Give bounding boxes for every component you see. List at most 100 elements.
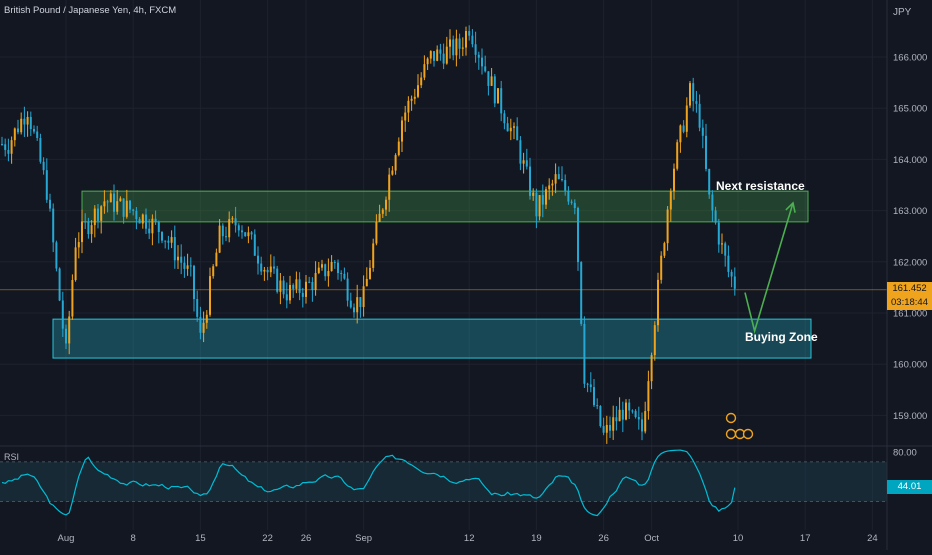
candle-body bbox=[676, 142, 679, 169]
projection-path bbox=[744, 202, 794, 334]
candle-body bbox=[663, 243, 666, 256]
y-tick-label: 163.000 bbox=[893, 206, 927, 217]
candle-body bbox=[109, 193, 112, 203]
candle-body bbox=[724, 243, 727, 256]
candle-body bbox=[532, 192, 535, 196]
candle-body bbox=[519, 140, 522, 164]
candle-body bbox=[522, 160, 525, 164]
candle-body bbox=[641, 419, 643, 432]
candle-body bbox=[589, 384, 592, 388]
x-tick-label: Oct bbox=[644, 533, 659, 544]
candle-body bbox=[679, 125, 682, 143]
candle-body bbox=[529, 166, 531, 196]
candle-body bbox=[474, 44, 477, 55]
rsi-value-label: 44.01 bbox=[887, 480, 932, 494]
candle-body bbox=[305, 281, 307, 297]
candle-body bbox=[573, 202, 576, 209]
candle-body bbox=[253, 234, 256, 256]
candle-body bbox=[215, 252, 218, 267]
candle-body bbox=[97, 208, 99, 221]
projection bbox=[725, 201, 796, 440]
last-price-value: 161.452 bbox=[892, 283, 927, 294]
candle-body bbox=[228, 219, 231, 238]
candle-body bbox=[628, 402, 631, 411]
candle-body bbox=[730, 271, 733, 277]
candle-body bbox=[570, 201, 573, 203]
candle-body bbox=[586, 383, 589, 385]
candle-body bbox=[20, 118, 23, 133]
resistance-annotation: Next resistance bbox=[716, 179, 805, 193]
candle-body bbox=[378, 213, 381, 222]
symbol-title[interactable]: British Pound / Japanese Yen, 4h, FXCM bbox=[4, 5, 177, 16]
event-marker-icon bbox=[725, 428, 737, 440]
candle-body bbox=[564, 180, 567, 191]
candle-body bbox=[17, 128, 19, 133]
candle-body bbox=[647, 381, 650, 412]
candle-body bbox=[493, 76, 496, 104]
candle-body bbox=[202, 322, 205, 333]
candle-body bbox=[429, 51, 432, 59]
candle-body bbox=[484, 66, 487, 72]
candle-body bbox=[164, 240, 167, 242]
candle-body bbox=[612, 417, 615, 431]
candle-body bbox=[52, 208, 55, 243]
candle-body bbox=[282, 280, 285, 295]
candle-body bbox=[263, 269, 266, 272]
candle-body bbox=[186, 265, 189, 269]
candle-body bbox=[29, 116, 32, 130]
candle-body bbox=[410, 98, 413, 101]
candle-body bbox=[241, 230, 243, 233]
x-tick-label: 26 bbox=[301, 533, 312, 544]
candle-body bbox=[513, 126, 515, 128]
candle-body bbox=[401, 120, 403, 142]
candle-body bbox=[154, 218, 157, 222]
candle-body bbox=[701, 127, 704, 136]
candle-body bbox=[333, 262, 336, 264]
candle-body bbox=[55, 242, 58, 269]
candle-body bbox=[644, 411, 647, 432]
candle-body bbox=[308, 281, 311, 283]
candle-body bbox=[714, 210, 717, 223]
candle-body bbox=[113, 193, 115, 212]
candle-body bbox=[106, 201, 109, 203]
candle-body bbox=[317, 267, 320, 274]
candle-body bbox=[388, 174, 391, 200]
candle-body bbox=[692, 83, 695, 102]
bar-countdown: 03:18:44 bbox=[891, 297, 928, 308]
candle-body bbox=[257, 255, 259, 264]
candle-body bbox=[148, 228, 151, 234]
candle-body bbox=[417, 85, 419, 97]
candle-body bbox=[93, 208, 96, 226]
x-tick-label: 17 bbox=[800, 533, 811, 544]
candle-body bbox=[436, 49, 439, 61]
candle-body bbox=[637, 417, 640, 420]
candle-body bbox=[445, 46, 448, 64]
candle-body bbox=[132, 209, 135, 211]
candle-body bbox=[372, 243, 375, 268]
x-tick-label: Aug bbox=[58, 533, 75, 544]
candle-body bbox=[337, 262, 339, 274]
candle-body bbox=[605, 424, 608, 433]
x-tick-label: 12 bbox=[464, 533, 475, 544]
candle-body bbox=[122, 198, 125, 217]
rsi-indicator-name[interactable]: RSI bbox=[4, 452, 20, 462]
candle-body bbox=[36, 131, 39, 138]
candle-body bbox=[269, 266, 272, 273]
candle-body bbox=[273, 266, 275, 269]
candle-body bbox=[609, 424, 611, 431]
candle-body bbox=[452, 39, 455, 56]
candle-body bbox=[81, 221, 83, 243]
candle-body bbox=[557, 174, 560, 179]
candle-body bbox=[234, 218, 237, 226]
candle-body bbox=[666, 209, 669, 244]
candle-body bbox=[324, 264, 327, 277]
candle-body bbox=[205, 314, 208, 323]
x-tick-label: 26 bbox=[598, 533, 609, 544]
candle-body bbox=[4, 144, 7, 150]
y-tick-label: 160.000 bbox=[893, 360, 927, 371]
candle-body bbox=[250, 232, 253, 235]
candle-body bbox=[602, 426, 605, 433]
candle-body bbox=[657, 279, 659, 326]
